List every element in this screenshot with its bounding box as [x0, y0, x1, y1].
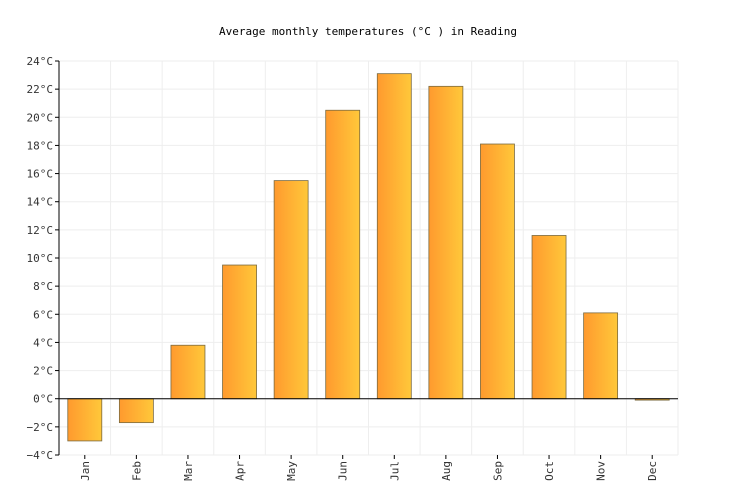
bars	[67, 73, 670, 442]
y-tick-label: 8°C	[33, 280, 53, 293]
y-tick-label: 24°C	[27, 55, 54, 68]
y-tick-label: 22°C	[27, 83, 54, 96]
y-tick-label: 12°C	[27, 224, 54, 237]
x-tick-label: Jun	[337, 461, 350, 481]
bar-sep	[480, 143, 515, 400]
x-axis-ticks: Jan Feb Mar Apr May Jun Jul Aug Sep Oct Nov Dec	[79, 455, 659, 481]
y-tick-label: 16°C	[27, 168, 54, 181]
y-tick-label: 18°C	[27, 139, 54, 152]
bar-aug	[428, 85, 464, 400]
bar-jul	[376, 73, 412, 400]
x-tick-label: Jan	[79, 461, 92, 481]
bar-may	[273, 180, 309, 400]
x-tick-label: Aug	[440, 461, 453, 481]
x-tick-label: May	[285, 461, 298, 481]
y-tick-label: −4°C	[27, 449, 54, 462]
x-tick-label: Dec	[646, 461, 659, 481]
y-tick-label: 20°C	[27, 111, 54, 124]
bar-nov	[583, 312, 619, 400]
x-tick-label: Apr	[234, 461, 247, 481]
bar-jun	[325, 109, 361, 400]
x-tick-label: Sep	[491, 461, 504, 481]
y-tick-label: 10°C	[27, 252, 54, 265]
bar-feb	[118, 398, 154, 424]
x-tick-label: Feb	[130, 461, 143, 481]
x-tick-label: Mar	[182, 461, 195, 481]
grid-lines	[58, 60, 679, 456]
y-tick-label: 2°C	[33, 365, 53, 378]
chart-title: Average monthly temperatures (°C ) in Re…	[219, 25, 517, 38]
y-tick-label: 14°C	[27, 196, 54, 209]
y-tick-label: 6°C	[33, 308, 53, 321]
bar-apr	[222, 264, 257, 400]
y-tick-label: 4°C	[33, 336, 53, 349]
x-tick-label: Nov	[595, 461, 608, 481]
y-tick-label: 0°C	[33, 393, 53, 406]
y-axis-ticks: −4°C −2°C 0°C 2°C 4°C 6°C 8°C 10°C 12°C 14°C 16°C 1…	[27, 55, 59, 462]
axes	[58, 61, 678, 455]
x-tick-label: Oct	[543, 461, 556, 481]
y-tick-label: −2°C	[27, 421, 54, 434]
x-tick-label: Jul	[388, 461, 401, 481]
bar-oct	[531, 235, 567, 400]
bar-jan	[67, 398, 103, 442]
bar-mar	[170, 344, 206, 400]
